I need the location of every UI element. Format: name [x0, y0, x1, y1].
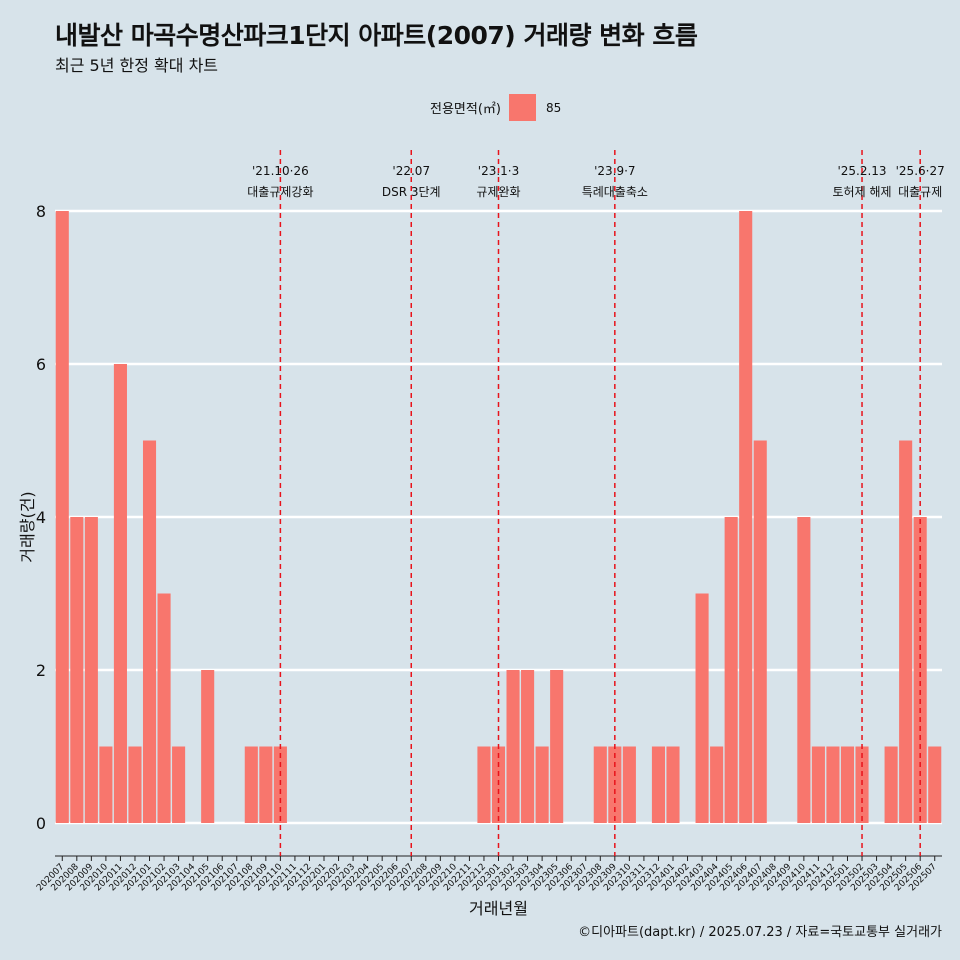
bar: [840, 746, 855, 823]
annotation-date: '21.10·26: [252, 164, 309, 178]
legend-item-label: 85: [545, 100, 562, 115]
bar: [259, 746, 273, 823]
bar: [928, 746, 942, 823]
annotation-label: 특례대출축소: [582, 185, 648, 199]
bar: [622, 746, 636, 823]
source-caption: ©디아파트(dapt.kr) / 2025.07.23 / 자료=국토교통부 실…: [578, 925, 942, 940]
bar: [477, 746, 491, 823]
bar: [142, 440, 157, 823]
bar: [535, 746, 549, 823]
bar: [826, 746, 840, 823]
annotation-date: '23.1·3: [478, 164, 519, 178]
bar: [521, 670, 535, 823]
legend: 전용면적(㎡) 85: [430, 94, 561, 121]
legend-swatch: [508, 94, 536, 121]
bar: [695, 593, 709, 823]
bar: [753, 440, 767, 823]
y-axis-title: 거래량(건): [18, 491, 37, 562]
x-axis-title: 거래년월: [469, 899, 528, 918]
bar: [739, 211, 753, 823]
bar: [593, 746, 607, 823]
y-tick-label: 4: [36, 508, 46, 527]
y-tick-label: 8: [36, 202, 46, 221]
bar: [797, 517, 811, 823]
bar: [724, 517, 738, 823]
y-tick-label: 2: [36, 661, 46, 680]
annotation-label: 토허제 해제: [833, 185, 892, 199]
bar: [128, 746, 142, 823]
legend-title: 전용면적(㎡): [430, 102, 501, 117]
annotation-label: 규제완화: [476, 185, 520, 199]
bar: [913, 517, 927, 823]
y-tick-label: 0: [36, 814, 46, 833]
bar: [55, 211, 69, 823]
chart-subtitle: 최근 5년 한정 확대 차트: [55, 56, 219, 75]
annotation-label: 대출규제강화: [247, 185, 313, 199]
annotation-date: '23.9·7: [594, 164, 635, 178]
chart-title: 내발산 마곡수명산파크1단지 아파트(2007) 거래량 변화 흐름: [55, 21, 698, 50]
bar: [550, 670, 564, 823]
annotation-label: DSR 3단계: [382, 185, 441, 199]
bar: [157, 593, 171, 823]
y-tick-label: 6: [36, 355, 46, 374]
annotation-date: '25.6·27: [896, 164, 945, 178]
bar: [201, 670, 215, 823]
bar: [811, 746, 825, 823]
bar: [172, 746, 186, 823]
bar: [113, 364, 127, 823]
bar: [899, 440, 913, 823]
bar: [244, 746, 258, 823]
bar: [99, 746, 113, 823]
annotation-label: 대출규제: [898, 185, 942, 199]
bar: [651, 746, 665, 823]
bar: [710, 746, 724, 823]
bar: [506, 670, 520, 823]
bar: [884, 746, 898, 823]
annotation-date: '22.07: [392, 164, 430, 178]
bar: [84, 517, 98, 823]
bar: [70, 517, 84, 823]
annotation-date: '25.2.13: [837, 164, 886, 178]
bar: [666, 746, 680, 823]
